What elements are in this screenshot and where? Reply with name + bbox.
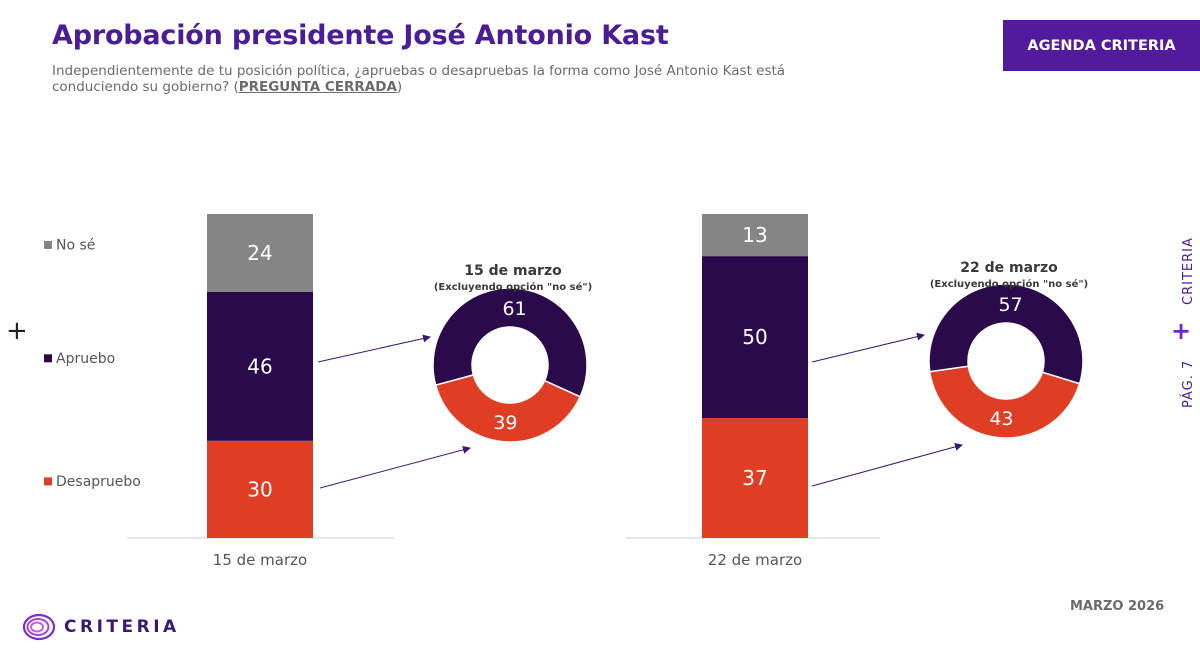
donut-0-title: 15 de marzo [464, 263, 562, 279]
legend-swatch-no-se [44, 240, 52, 249]
footer-date: MARZO 2026 [1070, 599, 1165, 614]
plus-icon: + [6, 316, 28, 346]
bar-22-de-marzo-apruebo [702, 256, 808, 419]
connector-arrow-1 [319, 445, 471, 489]
bar-15-de-marzo-apruebo [207, 291, 313, 441]
donut-1-subtitle: (Excluyendo opción "no sé") [930, 278, 1088, 290]
donut-1-slice-apruebo [928, 283, 1084, 385]
donut-1-label-apruebo: 57 [998, 294, 1022, 316]
donut-1-title: 22 de marzo [960, 260, 1058, 276]
bar-label-22-de-marzo-apruebo: 50 [742, 325, 767, 349]
question-text: Independientemente de tu posición políti… [52, 63, 872, 95]
connector-arrow-0 [317, 334, 431, 363]
category-label-0: 15 de marzo [213, 551, 307, 569]
criteria-logo-text: CRITERIA [64, 617, 180, 637]
legend-label-apruebo: Apruebo [56, 351, 115, 367]
bar-label-22-de-marzo-no-se: 13 [742, 223, 767, 247]
criteria-logo: CRITERIA [22, 612, 180, 642]
bar-22-de-marzo-no-se [702, 214, 808, 257]
donut-1-slice-desapruebo [928, 365, 1081, 439]
legend-label-desapruebo: Desapruebo [56, 474, 141, 490]
bar-label-15-de-marzo-apruebo: 46 [247, 354, 272, 378]
connector-arrow-3 [811, 442, 963, 487]
side-plus-icon: + [1171, 317, 1192, 345]
donut-1-label-desapruebo: 43 [989, 408, 1013, 430]
criteria-logo-icon [22, 613, 56, 641]
bar-label-15-de-marzo-desapruebo: 30 [247, 477, 272, 501]
legend-swatch-desapruebo [44, 477, 52, 486]
agenda-badge: AGENDA CRITERIA [1003, 20, 1200, 71]
question-body: Independientemente de tu posición políti… [52, 63, 786, 95]
bar-15-de-marzo-no-se [207, 214, 313, 292]
question-end: ) [396, 79, 403, 95]
donut-0-label-apruebo: 61 [502, 298, 526, 320]
bar-label-22-de-marzo-desapruebo: 37 [742, 466, 767, 490]
legend-label-no-se: No sé [56, 237, 95, 253]
donut-0-subtitle: (Excluyendo opción "no sé") [434, 281, 592, 293]
bar-22-de-marzo-desapruebo [702, 418, 808, 538]
donut-0-label-desapruebo: 39 [493, 412, 517, 434]
donut-0-slice-desapruebo [434, 374, 582, 443]
page-title: Aprobación presidente José Antonio Kast [52, 20, 669, 51]
question-type: PREGUNTA CERRADA [238, 79, 397, 95]
connector-arrow-2 [811, 332, 925, 363]
legend-swatch-apruebo [44, 354, 52, 363]
category-label-1: 22 de marzo [708, 551, 802, 569]
donut-0-slice-apruebo [432, 287, 588, 398]
bar-15-de-marzo-desapruebo [207, 440, 313, 538]
bar-label-15-de-marzo-no-se: 24 [247, 241, 272, 265]
